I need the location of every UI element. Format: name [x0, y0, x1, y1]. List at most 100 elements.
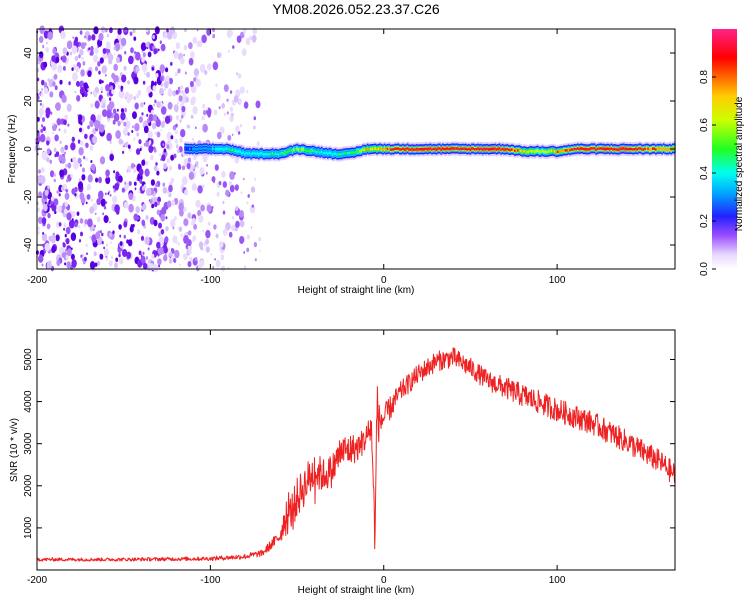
noise-blob — [192, 138, 194, 141]
ridge-core — [193, 147, 196, 150]
noise-blob — [199, 63, 206, 73]
ridge-core — [388, 147, 391, 150]
noise-blob — [67, 123, 70, 127]
noise-blob — [176, 241, 178, 244]
noise-blob — [108, 46, 111, 49]
ridge-core — [578, 147, 581, 151]
noise-blob — [178, 226, 183, 232]
noise-blob — [85, 201, 88, 205]
noise-blob — [216, 93, 221, 101]
ridge-core — [573, 147, 576, 151]
noise-blob — [114, 204, 120, 214]
noise-blob — [44, 130, 47, 134]
snr-panel: -200 -100 0 100 1000 2000 3000 4000 5000 Height… — [9, 329, 676, 596]
noise-blob — [91, 34, 96, 41]
ridge-core — [244, 152, 247, 156]
ridge-core — [664, 147, 667, 151]
ridge-core — [250, 153, 253, 156]
noise-blob — [87, 218, 93, 228]
noise-blob — [146, 71, 151, 78]
ridge-core — [549, 149, 552, 153]
noise-blob — [58, 222, 62, 227]
noise-blob — [135, 148, 141, 156]
ridge-core — [642, 148, 645, 151]
noise-blob — [109, 220, 111, 224]
ridge-core — [357, 150, 360, 153]
ridge-core — [363, 148, 366, 152]
ridge-core — [325, 151, 328, 154]
noise-blob — [187, 261, 192, 268]
ridge-core — [248, 151, 251, 155]
noise-blob — [45, 111, 50, 119]
noise-blob — [151, 67, 154, 71]
ridge-core — [208, 147, 211, 150]
noise-blob — [38, 107, 45, 116]
noise-blob — [183, 218, 189, 227]
noise-blob — [115, 171, 120, 178]
noise-blob — [226, 98, 229, 102]
ridge-core — [276, 152, 279, 156]
noise-blob — [154, 131, 157, 136]
noise-blob — [156, 101, 161, 108]
noise-blob — [61, 94, 67, 104]
ridge-core — [448, 147, 451, 151]
noise-blob — [119, 241, 123, 246]
ridge-core — [253, 151, 256, 155]
ridge-core — [268, 153, 271, 156]
ridge-core — [311, 149, 314, 152]
noise-blob — [80, 197, 86, 205]
ridge-core — [464, 147, 467, 150]
noise-blob — [113, 170, 116, 174]
noise-blob — [159, 64, 165, 73]
noise-blob — [160, 43, 166, 52]
noise-blob — [187, 157, 191, 163]
noise-blob — [119, 234, 122, 238]
ridge-core — [647, 147, 650, 151]
noise-blob — [65, 254, 70, 260]
noise-blob — [254, 258, 257, 262]
ridge-core — [602, 147, 605, 150]
ridge-core — [265, 152, 268, 156]
ridge-core — [644, 147, 647, 151]
noise-blob — [239, 236, 245, 244]
noise-blob — [50, 111, 53, 115]
ridge-core — [648, 148, 651, 151]
ridge-core — [294, 148, 297, 151]
ridge-core — [564, 149, 567, 152]
noise-blob — [41, 87, 44, 92]
noise-blob — [239, 220, 245, 228]
noise-blob — [66, 103, 72, 112]
noise-blob — [205, 229, 211, 239]
noise-blob — [234, 172, 236, 175]
noise-blob — [41, 124, 43, 128]
ridge-core — [489, 147, 492, 151]
noise-blob — [102, 109, 108, 118]
noise-blob — [150, 179, 155, 186]
ridge-core — [212, 147, 215, 150]
ridge-core — [543, 150, 546, 153]
noise-blob — [132, 111, 137, 119]
ridge-core — [334, 152, 337, 155]
noise-blob — [145, 256, 149, 260]
ridge-core — [215, 147, 218, 151]
noise-blob — [246, 201, 249, 205]
noise-blob — [55, 234, 60, 242]
noise-blob — [188, 42, 193, 50]
ridge-core — [330, 151, 333, 155]
noise-blob — [140, 102, 144, 108]
ridge-core — [400, 148, 403, 151]
noise-blob — [63, 222, 67, 228]
noise-blob — [46, 41, 48, 45]
ridge-core — [187, 147, 190, 150]
ridge-core — [285, 151, 288, 154]
noise-blob — [143, 262, 148, 270]
ridge-core — [409, 148, 412, 151]
noise-blob — [139, 179, 142, 184]
noise-blob — [89, 145, 94, 151]
chart-title: YM08.2026.052.23.37.C26 — [272, 1, 440, 17]
noise-blob — [49, 91, 54, 98]
noise-blob — [93, 54, 99, 63]
noise-blob — [82, 61, 86, 66]
ridge-core — [621, 147, 624, 150]
ridge-core — [521, 150, 524, 154]
